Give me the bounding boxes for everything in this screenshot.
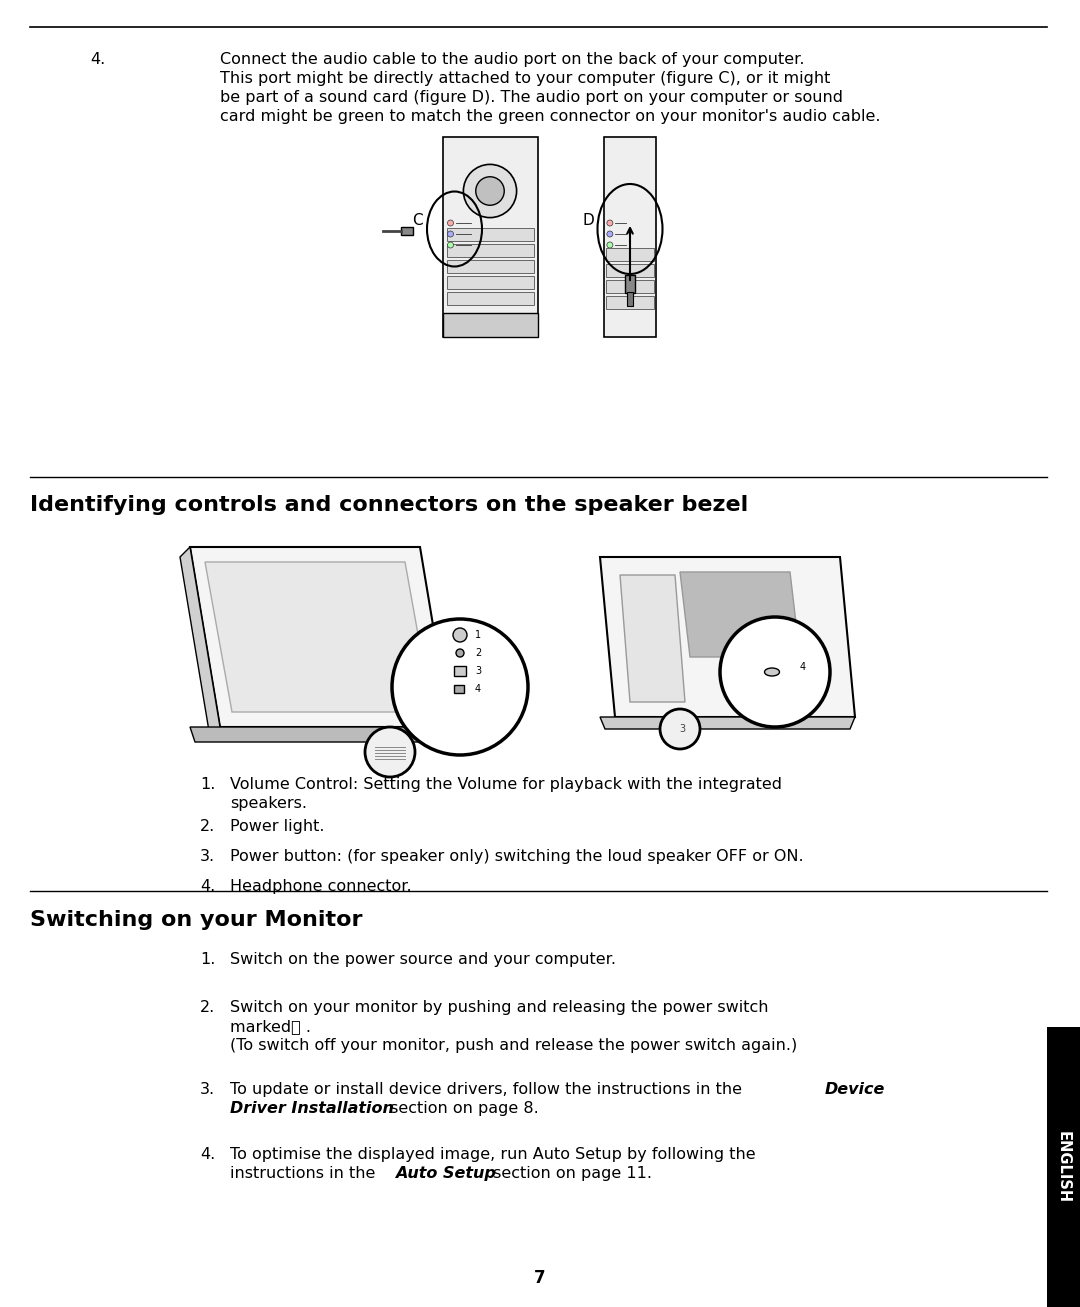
Polygon shape [620,575,685,702]
Polygon shape [680,572,800,657]
Bar [625,274,635,293]
Text: 3: 3 [475,667,481,676]
Text: 4: 4 [475,684,481,694]
Text: section on page 8.: section on page 8. [384,1100,539,1116]
Text: Auto Setup: Auto Setup [395,1166,496,1182]
Bar [446,260,534,273]
Circle shape [720,617,831,727]
Text: 3.: 3. [200,1082,215,1097]
Circle shape [365,727,415,776]
Text: Identifying controls and connectors on the speaker bezel: Identifying controls and connectors on t… [30,495,748,515]
Circle shape [607,231,612,237]
Text: instructions in the: instructions in the [230,1166,380,1182]
Polygon shape [190,548,450,727]
Circle shape [607,242,612,248]
Text: 1.: 1. [200,951,215,967]
Polygon shape [190,727,450,742]
Text: 3.: 3. [200,850,215,864]
Polygon shape [600,557,855,718]
Text: This port might be directly attached to your computer (figure C), or it might: This port might be directly attached to … [220,71,831,86]
Text: 7: 7 [535,1269,545,1287]
Bar [454,685,464,693]
Text: Driver Installation: Driver Installation [230,1100,394,1116]
Text: ENGLISH: ENGLISH [1055,1131,1070,1202]
Bar [454,667,465,676]
Text: 1.: 1. [200,776,215,792]
Text: (To switch off your monitor, push and release the power switch again.): (To switch off your monitor, push and re… [230,1038,797,1053]
Text: 1: 1 [475,630,481,640]
Bar [606,280,654,293]
Circle shape [392,620,528,755]
Text: 2: 2 [475,648,482,657]
Circle shape [447,242,454,248]
Text: C: C [413,213,422,227]
Text: 4.: 4. [200,1148,215,1162]
Text: Power light.: Power light. [230,819,324,834]
Text: To optimise the displayed image, run Auto Setup by following the: To optimise the displayed image, run Aut… [230,1148,756,1162]
Bar [446,291,534,305]
Bar [604,137,657,337]
Bar [401,227,413,235]
Text: 4.: 4. [90,52,105,67]
Circle shape [660,708,700,749]
Bar [446,244,534,257]
Text: Switch on your monitor by pushing and releasing the power switch: Switch on your monitor by pushing and re… [230,1000,769,1016]
Text: section on page 11.: section on page 11. [488,1166,652,1182]
Text: Volume Control: Setting the Volume for playback with the integrated: Volume Control: Setting the Volume for p… [230,776,782,792]
Text: D: D [583,213,595,227]
Text: To update or install device drivers, follow the instructions in the: To update or install device drivers, fol… [230,1082,747,1097]
Bar [446,276,534,289]
Bar [606,248,654,261]
Circle shape [607,220,612,226]
Text: 4.: 4. [200,880,215,894]
Text: card might be green to match the green connector on your monitor's audio cable.: card might be green to match the green c… [220,108,880,124]
Polygon shape [205,562,432,712]
Text: Switch on the power source and your computer.: Switch on the power source and your comp… [230,951,616,967]
Text: Device: Device [825,1082,886,1097]
Ellipse shape [765,668,780,676]
Text: Switching on your Monitor: Switching on your Monitor [30,910,363,931]
Text: Connect the audio cable to the audio port on the back of your computer.: Connect the audio cable to the audio por… [220,52,805,67]
Text: 2.: 2. [200,1000,215,1016]
Circle shape [453,627,467,642]
Bar [443,312,538,337]
Polygon shape [600,718,855,729]
Text: be part of a sound card (figure D). The audio port on your computer or sound: be part of a sound card (figure D). The … [220,90,843,105]
Circle shape [463,165,516,217]
Text: Headphone connector.: Headphone connector. [230,880,411,894]
Text: speakers.: speakers. [230,796,307,812]
Bar [606,295,654,308]
Text: 3: 3 [679,724,685,735]
Text: marked⒤ .: marked⒤ . [230,1019,311,1034]
Text: 2.: 2. [200,819,215,834]
Bar [627,291,633,306]
Bar [443,137,538,337]
Bar [446,227,534,240]
Bar [606,264,654,277]
Text: Power button: (for speaker only) switching the loud speaker OFF or ON.: Power button: (for speaker only) switchi… [230,850,804,864]
Bar [1047,1027,1080,1307]
Circle shape [447,220,454,226]
Circle shape [476,176,504,205]
Polygon shape [180,548,220,737]
Circle shape [456,650,464,657]
Circle shape [447,231,454,237]
Text: 4: 4 [800,663,806,672]
